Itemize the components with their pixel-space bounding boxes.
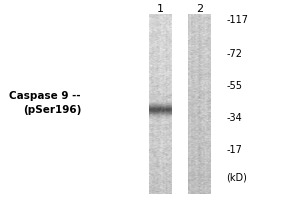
Text: Caspase 9 --: Caspase 9 -- bbox=[9, 91, 81, 101]
Text: -72: -72 bbox=[226, 49, 242, 59]
Text: 1: 1 bbox=[157, 4, 164, 14]
Text: 2: 2 bbox=[196, 4, 203, 14]
Text: -17: -17 bbox=[226, 145, 242, 155]
Text: (kD): (kD) bbox=[226, 173, 248, 183]
Text: -117: -117 bbox=[226, 15, 248, 25]
Text: -34: -34 bbox=[226, 113, 242, 123]
Text: -55: -55 bbox=[226, 81, 242, 91]
Text: (pSer196): (pSer196) bbox=[22, 105, 81, 115]
